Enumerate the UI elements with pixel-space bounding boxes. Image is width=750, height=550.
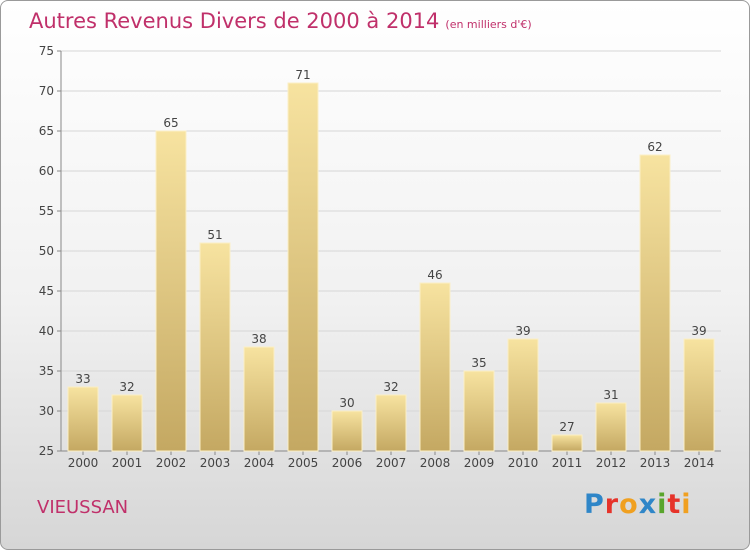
- bar-2007: [375, 394, 407, 452]
- x-tick-label-2006: 2006: [332, 456, 363, 470]
- logo-letter: o: [619, 489, 639, 520]
- x-tick-label-2013: 2013: [640, 456, 671, 470]
- bar-2003: [199, 242, 231, 452]
- chart-title: Autres Revenus Divers de 2000 à 2014 (en …: [29, 9, 532, 33]
- y-tick-label: 65: [39, 124, 54, 138]
- bar-2014: [683, 338, 715, 452]
- y-tick-label: 25: [39, 444, 54, 458]
- bar-2006: [331, 410, 363, 452]
- proxiti-logo: Proxiti: [584, 489, 692, 520]
- x-tick-label-2005: 2005: [288, 456, 319, 470]
- bar-2009: [463, 370, 495, 452]
- bar-2004: [243, 346, 275, 452]
- y-tick-label: 55: [39, 204, 54, 218]
- value-label-2002: 65: [163, 116, 178, 130]
- value-label-2008: 46: [427, 268, 442, 282]
- value-label-2000: 33: [75, 372, 90, 386]
- x-tick-label-2008: 2008: [420, 456, 451, 470]
- y-tick-label: 30: [39, 404, 54, 418]
- value-label-2004: 38: [251, 332, 266, 346]
- bar-2013: [639, 154, 671, 452]
- chart-subtitle: (en milliers d'€): [445, 18, 532, 31]
- logo-letter: i: [681, 489, 692, 520]
- labels: 25 30 35 40 45 50 55 60 65 70 75 33 2000 32 2001 65 2002…: [39, 44, 715, 470]
- x-tick-label-2010: 2010: [508, 456, 539, 470]
- bar-2000: [67, 386, 99, 452]
- bar-2005: [287, 82, 319, 452]
- y-tick-label: 75: [39, 44, 54, 58]
- y-tick-label: 45: [39, 284, 54, 298]
- bar-2001: [111, 394, 143, 452]
- value-label-2014: 39: [691, 324, 706, 338]
- bar-2008: [419, 282, 451, 452]
- logo-letter: i: [657, 489, 668, 520]
- logo-letter: x: [638, 489, 658, 520]
- bar-2010: [507, 338, 539, 452]
- y-tick-label: 70: [39, 84, 54, 98]
- y-tick-label: 40: [39, 324, 54, 338]
- x-tick-label-2011: 2011: [552, 456, 583, 470]
- value-label-2013: 62: [647, 140, 662, 154]
- logo-letter: P: [584, 489, 605, 520]
- value-label-2003: 51: [207, 228, 222, 242]
- chart-title-text: Autres Revenus Divers de 2000 à 2014: [29, 9, 440, 33]
- location-label: VIEUSSAN: [37, 497, 129, 518]
- bar-2002: [155, 130, 187, 452]
- x-tick-label-2001: 2001: [112, 456, 143, 470]
- y-tick-label: 50: [39, 244, 54, 258]
- x-tick-label-2009: 2009: [464, 456, 495, 470]
- value-label-2001: 32: [119, 380, 134, 394]
- x-tick-label-2000: 2000: [68, 456, 99, 470]
- y-tick-label: 35: [39, 364, 54, 378]
- bars: [67, 82, 715, 452]
- x-tick-label-2012: 2012: [596, 456, 627, 470]
- logo-letter: r: [604, 489, 620, 520]
- x-tick-label-2004: 2004: [244, 456, 275, 470]
- value-label-2010: 39: [515, 324, 530, 338]
- x-tick-label-2014: 2014: [684, 456, 715, 470]
- x-tick-label-2007: 2007: [376, 456, 407, 470]
- value-label-2009: 35: [471, 356, 486, 370]
- value-label-2012: 31: [603, 388, 618, 402]
- x-tick-label-2002: 2002: [156, 456, 187, 470]
- value-label-2007: 32: [383, 380, 398, 394]
- logo-letter: t: [667, 489, 682, 520]
- bar-2011: [551, 434, 583, 452]
- x-tick-label-2003: 2003: [200, 456, 231, 470]
- bar-2012: [595, 402, 627, 452]
- value-label-2006: 30: [339, 396, 354, 410]
- y-tick-label: 60: [39, 164, 54, 178]
- value-label-2011: 27: [559, 420, 574, 434]
- value-label-2005: 71: [295, 68, 310, 82]
